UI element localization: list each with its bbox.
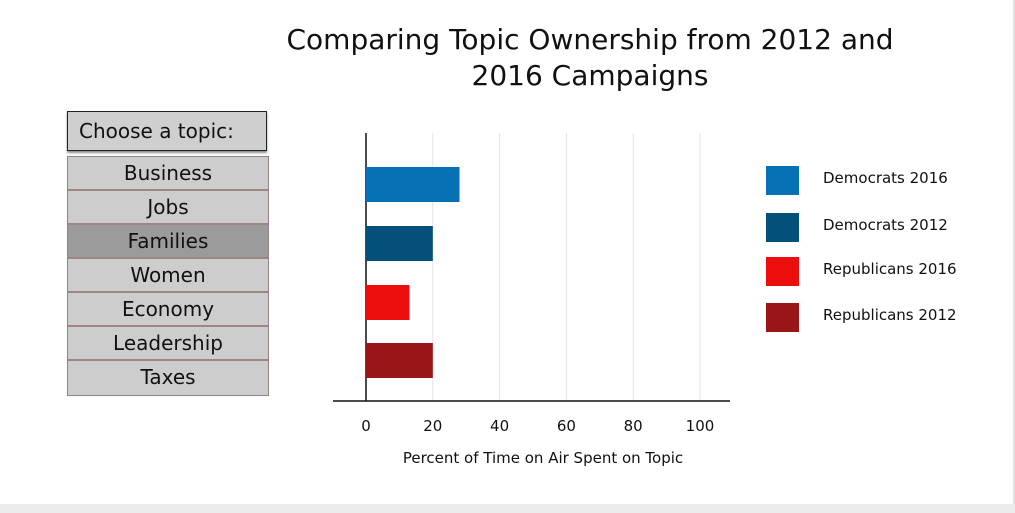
x-tick-label: 0 (361, 417, 371, 435)
legend-swatch (766, 303, 799, 332)
bar-democrats-2016 (366, 167, 460, 202)
x-tick-label: 60 (557, 417, 576, 435)
bar-democrats-2012 (366, 226, 433, 261)
legend-swatch (766, 257, 799, 286)
topic-menu-header: Choose a topic: (67, 111, 267, 151)
topic-item-business[interactable]: Business (68, 157, 268, 191)
topic-menu: Business Jobs Families Women Economy Lea… (67, 156, 269, 396)
bar-republicans-2012 (366, 343, 433, 378)
topic-item-families[interactable]: Families (68, 225, 268, 259)
legend-label: Republicans 2016 (823, 260, 957, 278)
legend-swatch (766, 213, 799, 242)
bar-republicans-2016 (366, 285, 410, 320)
legend-label: Democrats 2012 (823, 216, 948, 234)
x-tick-label: 40 (490, 417, 509, 435)
topic-item-taxes[interactable]: Taxes (68, 361, 268, 395)
topic-item-economy[interactable]: Economy (68, 293, 268, 327)
legend-label: Republicans 2012 (823, 306, 957, 324)
topic-item-leadership[interactable]: Leadership (68, 327, 268, 361)
x-tick-label: 80 (624, 417, 643, 435)
topic-item-jobs[interactable]: Jobs (68, 191, 268, 225)
legend-label: Democrats 2016 (823, 169, 948, 187)
legend-swatch (766, 166, 799, 195)
x-tick-label: 20 (423, 417, 442, 435)
topic-item-women[interactable]: Women (68, 259, 268, 293)
x-tick-label: 100 (686, 417, 715, 435)
chart-title: Comparing Topic Ownership from 2012 and 2… (286, 23, 894, 92)
x-axis-title: Percent of Time on Air Spent on Topic (403, 449, 683, 467)
